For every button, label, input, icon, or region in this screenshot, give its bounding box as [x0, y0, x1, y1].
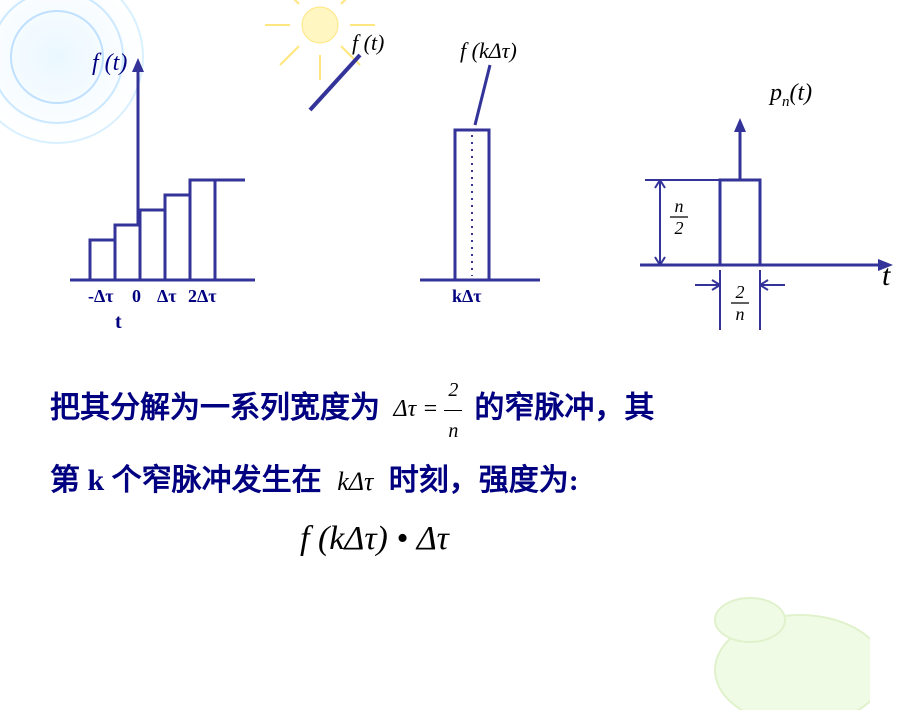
- diagrams-svg: f (t) -Δτ 0 Δτ 2Δτ t f (t) f (kΔτ): [0, 30, 920, 350]
- text-line-1: 把其分解为一系列宽度为 Δτ = 2 n 的窄脉冲，其: [50, 370, 870, 451]
- pn-diagram: pn(t) t n 2: [640, 80, 893, 330]
- staircase-diagram: f (t) -Δτ 0 Δτ 2Δτ t: [70, 50, 255, 333]
- pulse-diagram: f (kΔτ) kΔτ: [420, 38, 540, 306]
- tick-0: 0: [132, 286, 141, 306]
- tick-2: 2Δτ: [188, 286, 217, 306]
- line2-a: 第 k 个窄脉冲发生在: [50, 464, 322, 497]
- slanted-label: f (t): [352, 30, 384, 55]
- pulse-tick: kΔτ: [452, 286, 482, 306]
- slanted-line: [310, 55, 360, 110]
- body-text: 把其分解为一系列宽度为 Δτ = 2 n 的窄脉冲，其 第 k 个窄脉冲发生在 …: [50, 370, 870, 511]
- pn-t-label: t: [882, 259, 891, 292]
- svg-text:2: 2: [736, 282, 745, 302]
- pn-rect: [720, 180, 760, 265]
- inline-equation: Δτ = 2 n: [394, 396, 469, 422]
- pulse-label: f (kΔτ): [460, 38, 517, 63]
- line2-mid: kΔτ: [337, 467, 373, 496]
- line1-a: 把其分解为一系列宽度为: [50, 391, 380, 424]
- bottom-formula: f (kΔτ) • Δτ: [300, 520, 449, 558]
- svg-text:n: n: [736, 304, 745, 324]
- slanted-line-diagram: f (t): [310, 30, 384, 110]
- staircase-title: f (t): [92, 50, 127, 76]
- line2-b: 时刻，强度为:: [389, 464, 579, 497]
- diagram-row: f (t) -Δτ 0 Δτ 2Δτ t f (t) f (kΔτ): [0, 30, 920, 340]
- line1-b: 的窄脉冲，其: [474, 391, 654, 424]
- decoration-bottom-right: [710, 590, 870, 710]
- text-line-2: 第 k 个窄脉冲发生在 kΔτ 时刻，强度为:: [50, 451, 870, 511]
- svg-text:n: n: [675, 196, 684, 216]
- staircase-t: t: [115, 311, 122, 333]
- pn-label: pn(t): [768, 80, 812, 110]
- svg-text:2: 2: [675, 218, 684, 238]
- tick-neg: -Δτ: [88, 286, 114, 306]
- tick-1: Δτ: [157, 286, 177, 306]
